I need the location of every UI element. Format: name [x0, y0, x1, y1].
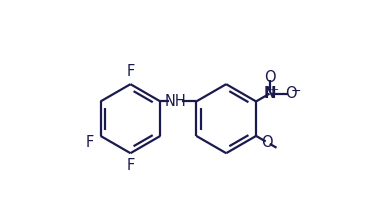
Text: F: F — [126, 65, 135, 80]
Text: +: + — [269, 85, 279, 95]
Text: O: O — [285, 86, 296, 101]
Text: F: F — [86, 135, 94, 150]
Text: O: O — [262, 135, 273, 150]
Text: O: O — [264, 70, 275, 85]
Text: −: − — [290, 85, 301, 98]
Text: NH: NH — [165, 94, 186, 109]
Text: F: F — [126, 158, 135, 173]
Text: N: N — [263, 86, 276, 101]
